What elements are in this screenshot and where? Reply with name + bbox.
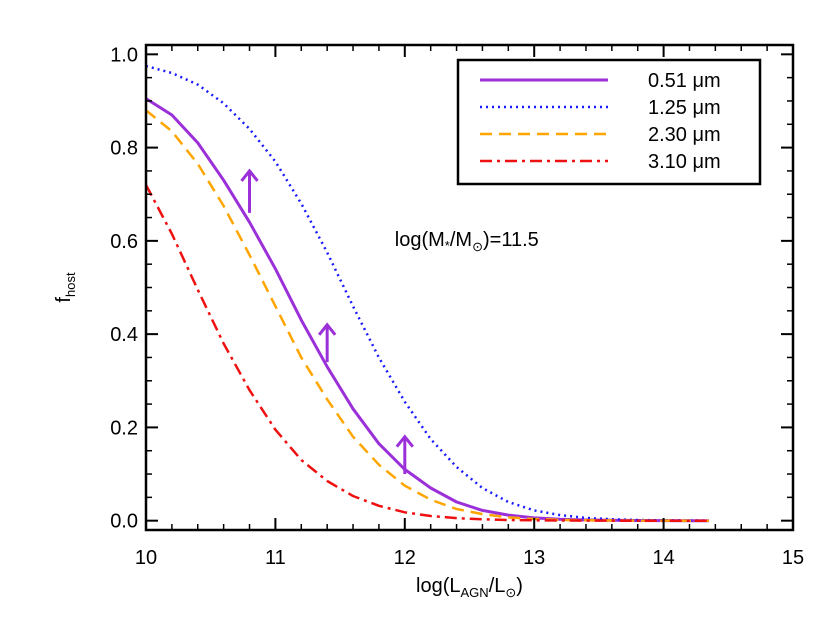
x-axis-label-main: log(L xyxy=(416,575,460,597)
arrow-marker-2 xyxy=(317,322,337,363)
arrow-head xyxy=(240,168,259,182)
x-axis-label-mid: /L xyxy=(489,575,506,597)
tick-layer: 10 11 12 13 14 15 0.0 0.2 0.4 0.6 0.8 1.0 xyxy=(110,44,804,569)
legend: 0.51 μm 1.25 μm 2.30 μm 3.10 μm xyxy=(456,58,762,186)
series-line-4 xyxy=(144,184,709,522)
y-tick-label: 0.6 xyxy=(110,231,138,253)
x-axis-label-sun: ⊙ xyxy=(505,585,516,600)
annotation-star: * xyxy=(445,238,450,253)
y-tick-label: 1.0 xyxy=(110,44,138,66)
y-tick-label: 0.4 xyxy=(110,324,138,346)
x-tick-label: 15 xyxy=(782,547,804,569)
legend-label-2: 1.25 μm xyxy=(648,97,721,119)
legend-label-1: 0.51 μm xyxy=(648,70,721,92)
x-tick-label: 11 xyxy=(265,547,286,569)
annotation-end: )=11.5 xyxy=(483,229,539,251)
x-axis-label-sub: AGN xyxy=(461,585,489,600)
y-tick-label: 0.8 xyxy=(110,138,138,160)
x-axis-label-end: ) xyxy=(516,575,523,597)
arrow-marker-1 xyxy=(240,168,259,213)
arrow-layer xyxy=(240,168,414,475)
legend-label-4: 3.10 μm xyxy=(648,151,721,173)
x-tick-label: 10 xyxy=(135,547,157,569)
y-axis-label: fhost xyxy=(53,272,78,303)
y-axis-label-sub: host xyxy=(63,272,78,297)
annotation-prefix: log(M xyxy=(395,229,445,251)
x-axis-label: log(LAGN/L⊙) xyxy=(416,575,523,600)
x-tick-label: 13 xyxy=(523,547,545,569)
x-tick-label: 12 xyxy=(394,547,416,569)
annotation-sun: ⊙ xyxy=(472,239,483,254)
annotation-mid: /M xyxy=(450,229,472,251)
arrow-head xyxy=(395,434,414,448)
series-line-3 xyxy=(145,109,709,522)
y-tick-label: 0.0 xyxy=(110,511,138,533)
legend-label-3: 2.30 μm xyxy=(648,124,721,146)
arrow-marker-3 xyxy=(395,434,414,475)
x-tick-label: 14 xyxy=(652,547,674,569)
series-layer xyxy=(144,64,709,523)
y-axis-label-main: f xyxy=(53,297,75,303)
y-tick-label: 0.2 xyxy=(110,417,138,439)
arrow-head xyxy=(317,322,337,336)
mass-annotation: log(M*/M⊙)=11.5 xyxy=(395,229,539,254)
